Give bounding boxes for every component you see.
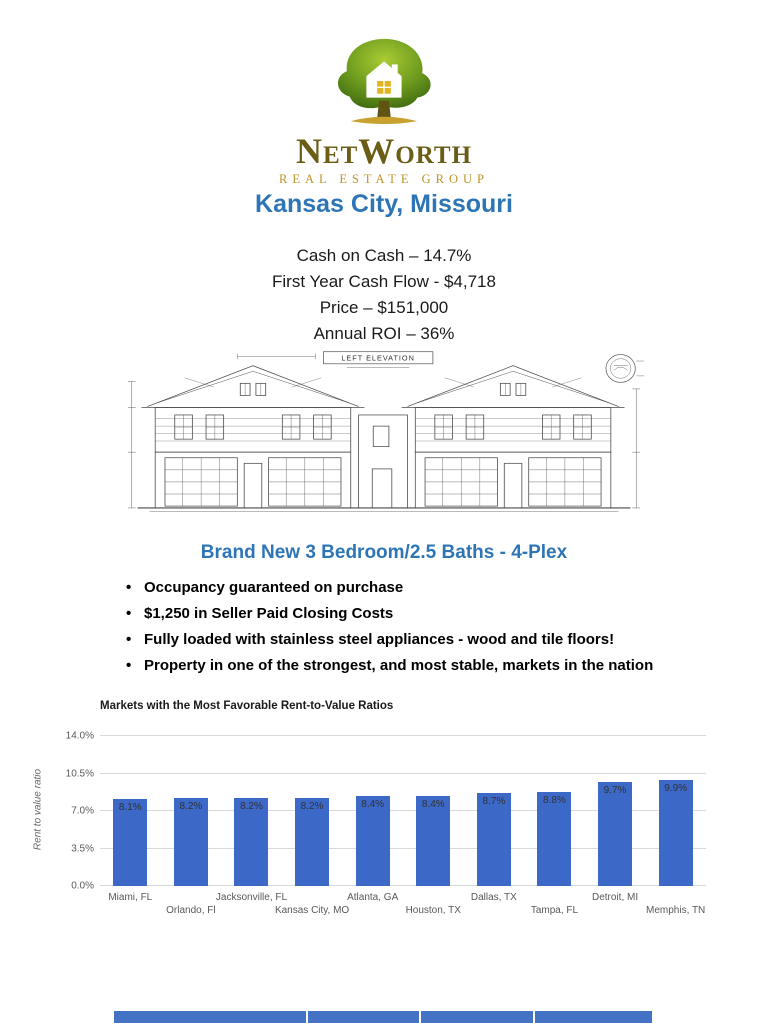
y-tick-label: 0.0%	[71, 880, 94, 892]
bar-column: 8.1%	[100, 736, 161, 886]
elevation-drawing: LEFT ELEVATION	[120, 348, 648, 534]
x-axis-label: Tampa, FL	[530, 905, 579, 916]
bar: 8.8%	[537, 791, 572, 886]
bar-value-label: 8.8%	[543, 794, 566, 806]
y-tick-label: 3.5%	[71, 843, 94, 854]
logo-tree-house-icon	[337, 38, 431, 125]
bar: 8.7%	[476, 792, 511, 886]
bar-value-label: 8.2%	[300, 801, 324, 813]
y-tick-label: 14.0%	[65, 730, 94, 742]
x-axis-label: Houston, TX	[405, 905, 461, 916]
bar: 9.7%	[598, 782, 633, 886]
stat-line: Price – $151,000	[319, 298, 449, 317]
bar-column: 8.2%	[161, 736, 222, 886]
bar-value-label: 8.4%	[421, 799, 445, 810]
y-tick-label: 7.0%	[71, 805, 94, 817]
x-axis-labels: Miami, FL Orlando, Fl Jacksonville, FL Kans…	[100, 890, 706, 924]
x-axis-label: Atlanta, GA	[347, 892, 399, 903]
chart-plot-area: Rent to value ratio 8.1% 8.2% 8.2% 8.2% 8.4%…	[33, 731, 706, 892]
table-header-strip	[114, 1011, 652, 1023]
x-axis-label: Detroit, MI	[591, 892, 639, 903]
page-title: Kansas City, Missouri	[255, 190, 513, 218]
x-axis-label: Jacksonville, FL	[215, 892, 288, 903]
bar-column: 8.4%	[403, 736, 464, 886]
bullet-item: Property in one of the strongest, and mo…	[120, 655, 720, 676]
bar: 8.4%	[416, 796, 451, 886]
chart-title: Markets with the Most Favorable Rent-to-…	[100, 700, 394, 712]
bullet-item: Occupancy guaranteed on purchase	[120, 577, 720, 598]
drawing-title-box	[323, 351, 434, 365]
bullet-list: Occupancy guaranteed on purchase $1,250 i…	[120, 577, 720, 681]
table-header-cell	[307, 1011, 420, 1023]
bar: 8.4%	[355, 796, 390, 886]
bar-value-label: 9.7%	[603, 785, 627, 797]
bar-value-label: 8.4%	[361, 799, 385, 810]
bar: 8.1%	[113, 799, 148, 886]
subheading: Brand New 3 Bedroom/2.5 Baths - 4-Plex	[200, 542, 568, 563]
table-header-cell	[421, 1011, 533, 1023]
drawing-title-label: LEFT ELEVATION	[341, 355, 414, 363]
y-tick-label: 10.5%	[65, 768, 94, 779]
bar-column: 8.4%	[342, 736, 403, 886]
bullet-item: $1,250 in Seller Paid Closing Costs	[120, 603, 720, 624]
stats-block: Cash on Cash – 14.7% First Year Cash Flow…	[0, 243, 768, 347]
bar-value-label: 9.9%	[664, 782, 688, 794]
bar-value-label: 8.2%	[179, 801, 203, 813]
bar-value-label: 8.1%	[118, 802, 142, 814]
gridline	[100, 735, 706, 736]
gridline	[100, 847, 706, 849]
gridline	[100, 810, 706, 811]
bar: 8.2%	[173, 798, 208, 886]
bar-column: 9.9%	[645, 736, 706, 886]
y-axis-label: Rent to value ratio	[32, 768, 44, 851]
chart-bars: 8.1% 8.2% 8.2% 8.2% 8.4% 8.4% 8.7% 8.8% 9.7% 9.9%	[100, 736, 706, 886]
bar-column: 8.2%	[221, 736, 282, 886]
x-axis-label: Kansas City, MO	[274, 905, 350, 916]
brand-subtitle: REAL ESTATE GROUP	[279, 172, 489, 186]
stat-line: Cash on Cash – 14.7%	[296, 246, 472, 265]
elevation-svg: LEFT ELEVATION	[127, 351, 645, 512]
stat-line: First Year Cash Flow - $4,718	[272, 272, 496, 291]
bar-value-label: 8.2%	[240, 801, 263, 813]
bar: 8.2%	[295, 798, 330, 886]
gridline	[100, 772, 706, 774]
bullet-item: Fully loaded with stainless steel applia…	[120, 629, 720, 650]
gridline	[100, 885, 706, 886]
bar-column: 8.8%	[524, 736, 585, 886]
x-axis-label: Dallas, TX	[470, 892, 517, 903]
bar-column: 9.7%	[585, 736, 646, 886]
table-header-cell	[114, 1011, 306, 1023]
x-axis-label: Miami, FL	[108, 892, 153, 903]
bar-value-label: 8.7%	[482, 795, 506, 807]
brand-name: NetWorth	[295, 131, 473, 171]
rent-to-value-chart: Markets with the Most Favorable Rent-to-…	[33, 700, 706, 924]
bar-column: 8.7%	[464, 736, 525, 886]
x-axis-label: Orlando, Fl	[166, 905, 216, 916]
bar: 9.9%	[658, 779, 693, 886]
bar-column: 8.2%	[282, 736, 343, 886]
bar: 8.2%	[234, 798, 269, 886]
chart-gridlines	[100, 735, 706, 886]
stamp-icon	[605, 354, 645, 383]
stat-line: Annual ROI – 36%	[313, 324, 455, 343]
logo: NetWorth REAL ESTATE GROUP	[0, 36, 768, 187]
x-axis-label: Memphis, TN	[646, 905, 706, 916]
table-header-cell	[534, 1011, 652, 1023]
